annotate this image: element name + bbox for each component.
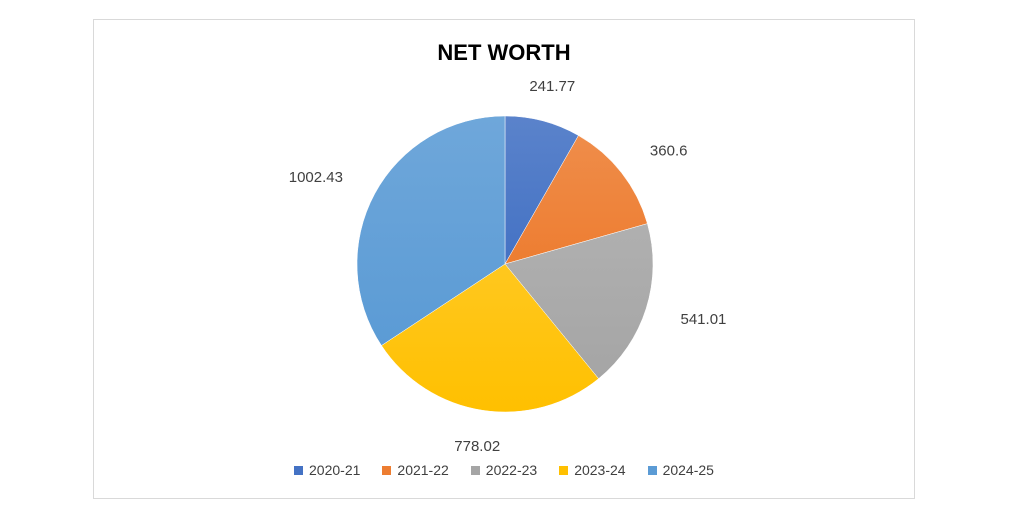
legend-label: 2023-24 — [574, 462, 626, 478]
legend: 2020-21 2021-22 2022-23 2023-24 2024-25 — [94, 462, 914, 478]
pie-slice-2024-25 — [356, 115, 506, 346]
pie-slice-2022-23 — [504, 223, 654, 380]
legend-label: 2024-25 — [662, 462, 714, 478]
data-label-2022-23: 541.01 — [681, 311, 727, 328]
pie-chart: 241.77 360.6 541.01 778.02 1002.43 — [289, 78, 727, 455]
legend-item-2020-21: 2020-21 — [294, 462, 360, 478]
data-label-2024-25: 1002.43 — [289, 169, 343, 186]
legend-swatch — [470, 465, 480, 475]
legend-swatch — [382, 465, 392, 475]
legend-swatch — [559, 465, 569, 475]
legend-label: 2022-23 — [485, 462, 538, 478]
data-label-2023-24: 778.02 — [454, 438, 500, 455]
data-label-2021-22: 360.6 — [650, 143, 688, 160]
chart-area: NET WORTH 241.77 360.6 541.01 778.02 1002.43… — [93, 19, 915, 499]
legend-swatch — [294, 465, 304, 475]
legend-item-2023-24: 2023-24 — [559, 462, 626, 478]
legend-swatch — [647, 465, 657, 475]
chart-title: NET WORTH — [437, 40, 571, 65]
data-label-2020-21: 241.77 — [529, 78, 575, 95]
legend-item-2022-23: 2022-23 — [470, 462, 538, 478]
pie-slice-2023-24 — [381, 263, 599, 413]
legend-label: 2021-22 — [397, 462, 449, 478]
legend-item-2021-22: 2021-22 — [382, 462, 449, 478]
pie-slice-2021-22 — [504, 135, 648, 265]
legend-item-2024-25: 2024-25 — [647, 462, 714, 478]
legend-label: 2020-21 — [309, 462, 361, 478]
